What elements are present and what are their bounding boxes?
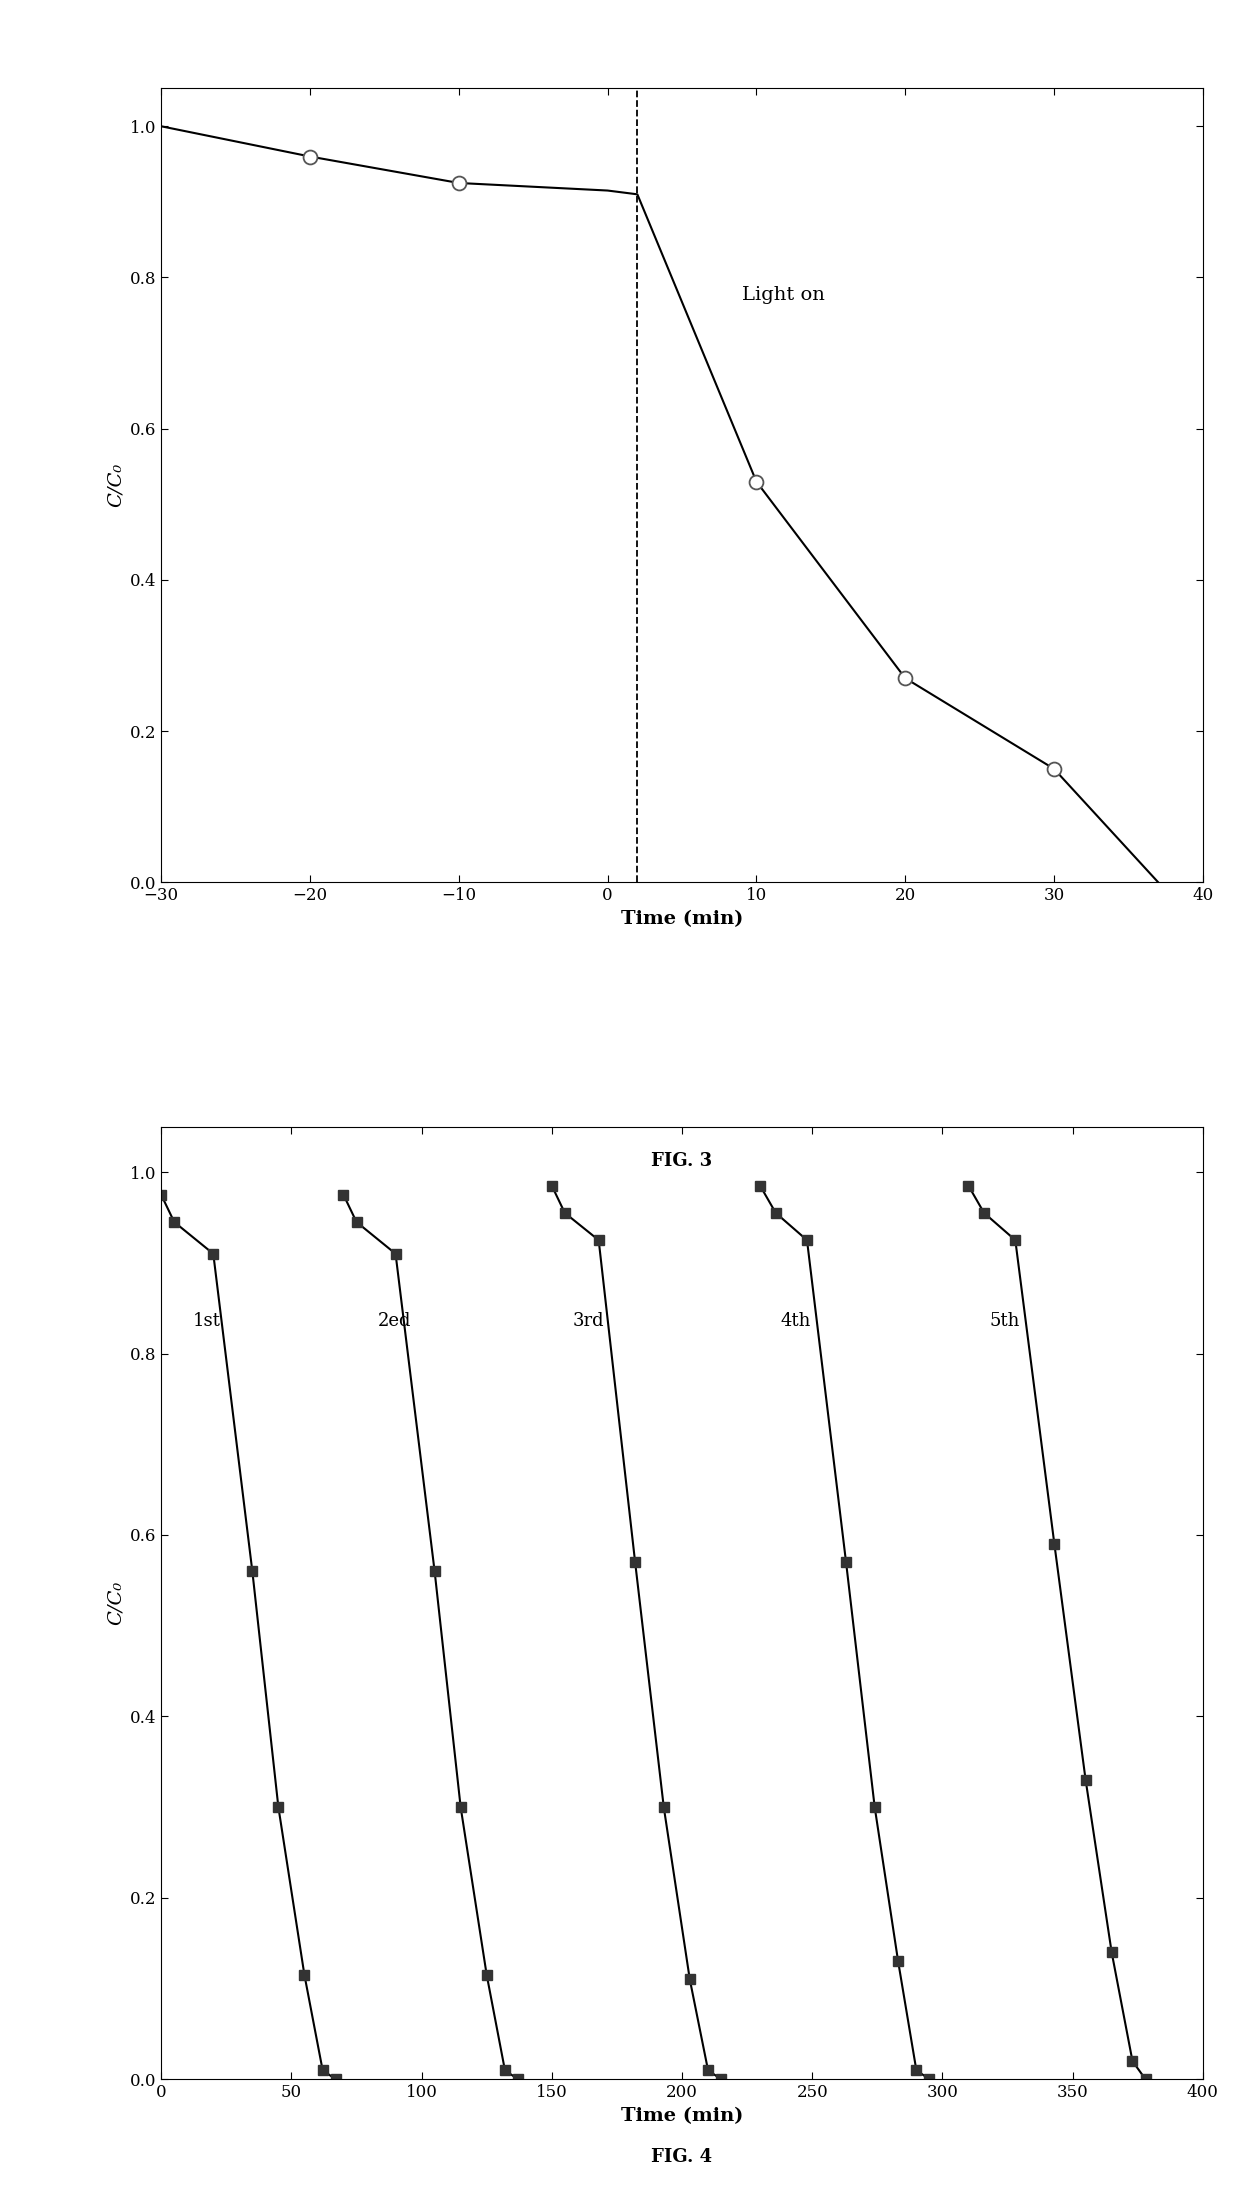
- X-axis label: Time (min): Time (min): [621, 2106, 743, 2126]
- Text: FIG. 3: FIG. 3: [651, 1152, 713, 1170]
- Text: 4th: 4th: [781, 1312, 811, 1329]
- Y-axis label: C/C₀: C/C₀: [107, 1582, 124, 1626]
- Y-axis label: C/C₀: C/C₀: [107, 462, 124, 507]
- Text: FIG. 4: FIG. 4: [651, 2148, 713, 2166]
- X-axis label: Time (min): Time (min): [621, 909, 743, 927]
- Text: 2ed: 2ed: [377, 1312, 410, 1329]
- Text: 3rd: 3rd: [573, 1312, 604, 1329]
- Text: Light on: Light on: [742, 285, 825, 305]
- Text: 5th: 5th: [990, 1312, 1019, 1329]
- Text: 1st: 1st: [192, 1312, 221, 1329]
